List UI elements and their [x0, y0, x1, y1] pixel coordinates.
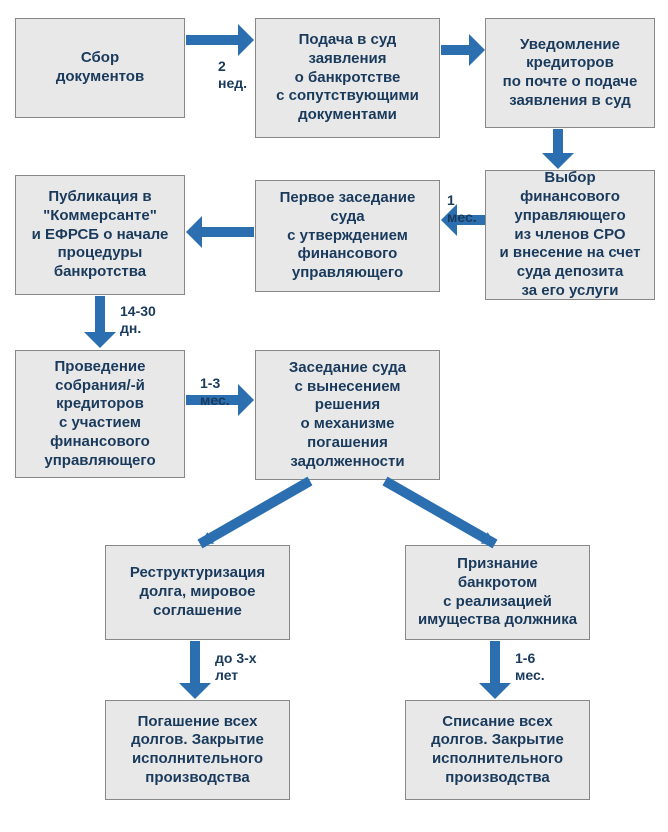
flow-node-n1: Сбордокументов — [15, 18, 185, 118]
flow-arrow — [186, 24, 254, 61]
flow-node-n11: Погашение всехдолгов. Закрытиеисполнител… — [105, 700, 290, 800]
flow-node-n2: Подача в судзаявленияо банкротствес сопу… — [255, 18, 440, 138]
flow-arrow — [441, 34, 485, 71]
flow-arrow — [190, 471, 320, 559]
flow-arrow — [186, 216, 254, 253]
flow-arrow — [84, 296, 116, 353]
flow-edge-label: до 3-хлет — [215, 650, 257, 684]
flow-node-n5: Первое заседаниесудас утверждениемфинанс… — [255, 180, 440, 292]
flow-edge-label: 1-6мес. — [515, 650, 545, 684]
flow-node-n8: Заседание судас вынесениемрешенияо механ… — [255, 350, 440, 480]
flow-edge-label: 1мес. — [447, 192, 477, 226]
flow-arrow — [479, 641, 511, 704]
flow-edge-label: 2нед. — [218, 58, 247, 92]
flow-node-n6: Публикация в"Коммерсанте"и ЕФРСБ о начал… — [15, 175, 185, 295]
flow-node-n10: Признаниебанкротомс реализациейимущества… — [405, 545, 590, 640]
flow-edge-label: 1-3мес. — [200, 375, 230, 409]
flow-arrow — [542, 129, 574, 174]
flow-node-n4: Выбор финансовогоуправляющегоиз членов С… — [485, 170, 655, 300]
flow-arrow — [375, 471, 505, 559]
flow-node-n9: Реструктуризациядолга, мировоесоглашение — [105, 545, 290, 640]
flow-node-n12: Списание всехдолгов. Закрытиеисполнитель… — [405, 700, 590, 800]
flow-node-n3: Уведомлениекредиторовпо почте о подачеза… — [485, 18, 655, 128]
flow-node-n7: Проведениесобрания/-йкредиторовс участие… — [15, 350, 185, 478]
flow-arrow — [179, 641, 211, 704]
flow-edge-label: 14-30дн. — [120, 303, 156, 337]
